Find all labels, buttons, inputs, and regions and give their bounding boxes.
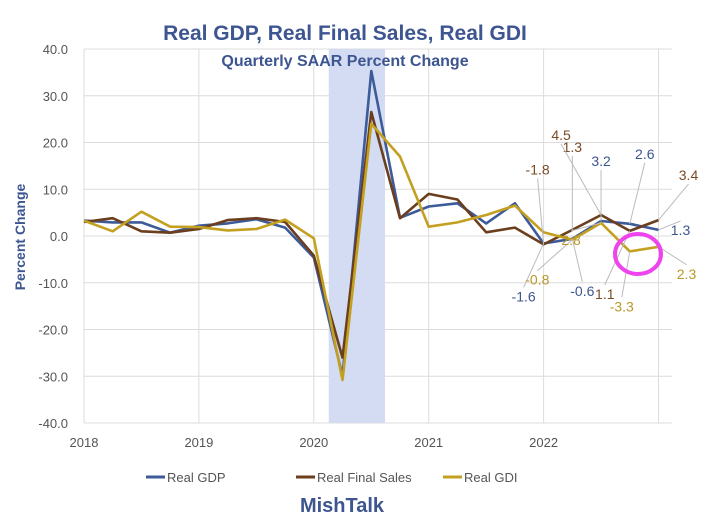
highlight-circle [613,232,663,276]
data-label: -0.6 [570,283,594,299]
data-label: -1.8 [526,161,550,177]
y-axis-label: Percent Change [12,183,28,290]
data-label: 1.3 [563,139,583,155]
legend-label: Real Final Sales [317,470,412,485]
brand-mishtalk: MishTalk [300,495,385,517]
data-label: 3.2 [591,153,611,169]
annotation-leader [658,183,689,221]
data-label: 3.4 [679,167,699,183]
annotation-leader [560,143,602,216]
data-label: -0.8 [525,272,549,288]
annotation-leader [571,238,583,282]
data-label: 2.3 [677,266,697,282]
annotation-leader [570,222,602,232]
legend-label: Real GDP [167,470,226,485]
y-tick-label: 30.0 [43,89,68,104]
chart-title: Real GDP, Real Final Sales, Real GDI [163,22,527,45]
annotation-leader [629,162,646,224]
x-tick-label: 2022 [529,435,558,450]
data-label: 1.3 [671,222,691,238]
annotation-leader [621,251,631,298]
data-label: -1.6 [512,288,536,304]
data-label: 2.8 [561,232,581,248]
series-line-real-gdi [83,122,659,382]
x-tick-label: 2020 [299,435,328,450]
chart-subtitle: Quarterly SAAR Percent Change [221,53,468,70]
data-label: 1.1 [595,286,615,302]
annotation-leader [658,220,681,231]
y-tick-label: -30.0 [38,369,68,384]
y-tick-label: 40.0 [43,42,68,57]
legend: Real GDP Real Final Sales Real GDI [146,470,517,485]
annotation-leader [658,246,687,266]
x-tick-label: 2019 [184,435,213,450]
y-tick-label: -20.0 [38,323,68,338]
annotation-leader [536,239,573,272]
y-tick-label: 20.0 [43,136,68,151]
annotation-leader [537,178,545,245]
y-tick-label: 10.0 [43,182,68,197]
x-tick-label: 2021 [414,435,443,450]
y-tick-label: -40.0 [38,416,68,431]
annotation-leader [523,243,545,288]
legend-label: Real GDI [464,470,517,485]
series-line-real-final-sales [83,110,659,359]
data-label: -3.3 [610,298,634,314]
y-tick-label: 0.0 [50,229,68,244]
data-label: 4.5 [551,127,571,143]
data-label: 2.6 [635,146,655,162]
x-tick-label: 2018 [70,435,99,450]
y-tick-label: -10.0 [38,276,68,291]
